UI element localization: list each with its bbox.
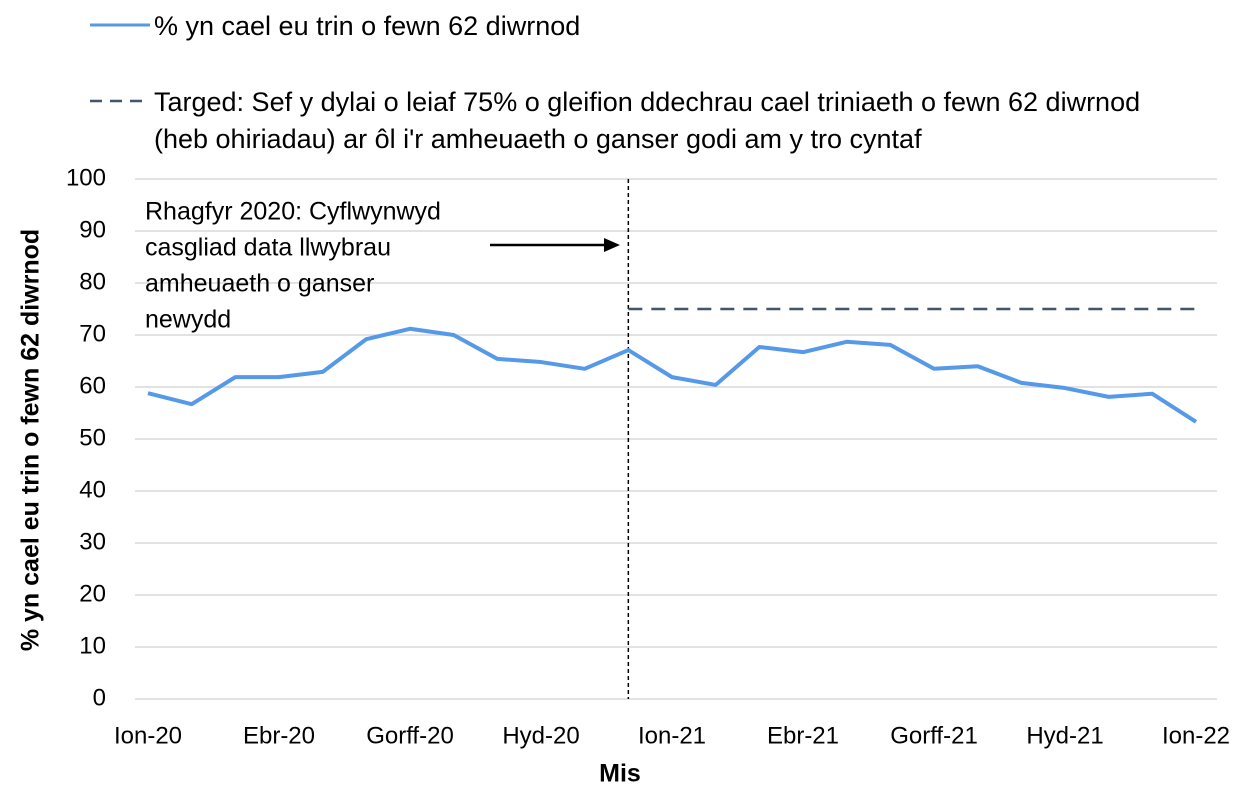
x-tick-label: Gorff-20 (366, 722, 454, 749)
annotation-text: casgliad data llwybrau (145, 234, 391, 262)
y-tick-label: 90 (79, 216, 106, 243)
y-axis-label: % yn cael eu trin o fewn 62 diwrnod (17, 229, 45, 651)
legend-swatch (90, 99, 150, 103)
x-tick-label: Ion-22 (1162, 722, 1230, 749)
y-tick-label: 40 (79, 476, 106, 503)
legend-label: Targed: Sef y dylai o leiaf 75% o gleifi… (154, 87, 1141, 154)
annotation-text: Rhagfyr 2020: Cyflwynwyd (145, 198, 441, 226)
y-tick-label: 30 (79, 528, 106, 555)
legend-item: % yn cael eu trin o fewn 62 diwrnod (90, 8, 1184, 45)
legend-swatch (90, 23, 150, 27)
annotation-arrowhead (604, 238, 620, 252)
y-tick-label: 80 (79, 268, 106, 295)
x-axis-label: Mis (599, 760, 641, 788)
x-tick-label: Hyd-20 (502, 722, 579, 749)
y-tick-label: 0 (93, 684, 106, 711)
y-tick-label: 100 (66, 164, 106, 191)
x-tick-label: Ebr-20 (243, 722, 315, 749)
y-tick-label: 20 (79, 580, 106, 607)
data-line (147, 326, 1198, 424)
y-tick-label: 70 (79, 320, 106, 347)
x-tick-label: Ion-21 (638, 722, 706, 749)
x-tick-label: Hyd-21 (1026, 722, 1103, 749)
annotation-text: amheuaeth o ganser (145, 270, 374, 298)
legend-item: Targed: Sef y dylai o leiaf 75% o gleifi… (90, 84, 1184, 158)
x-tick-label: Ion-20 (114, 722, 182, 749)
y-tick-label: 50 (79, 424, 106, 451)
y-tick-label: 10 (79, 632, 106, 659)
x-tick-label: Gorff-21 (890, 722, 978, 749)
x-tick-label: Ebr-21 (767, 722, 839, 749)
annotation-text: newydd (145, 306, 231, 334)
legend-label: % yn cael eu trin o fewn 62 diwrnod (154, 11, 581, 41)
y-tick-label: 60 (79, 372, 106, 399)
